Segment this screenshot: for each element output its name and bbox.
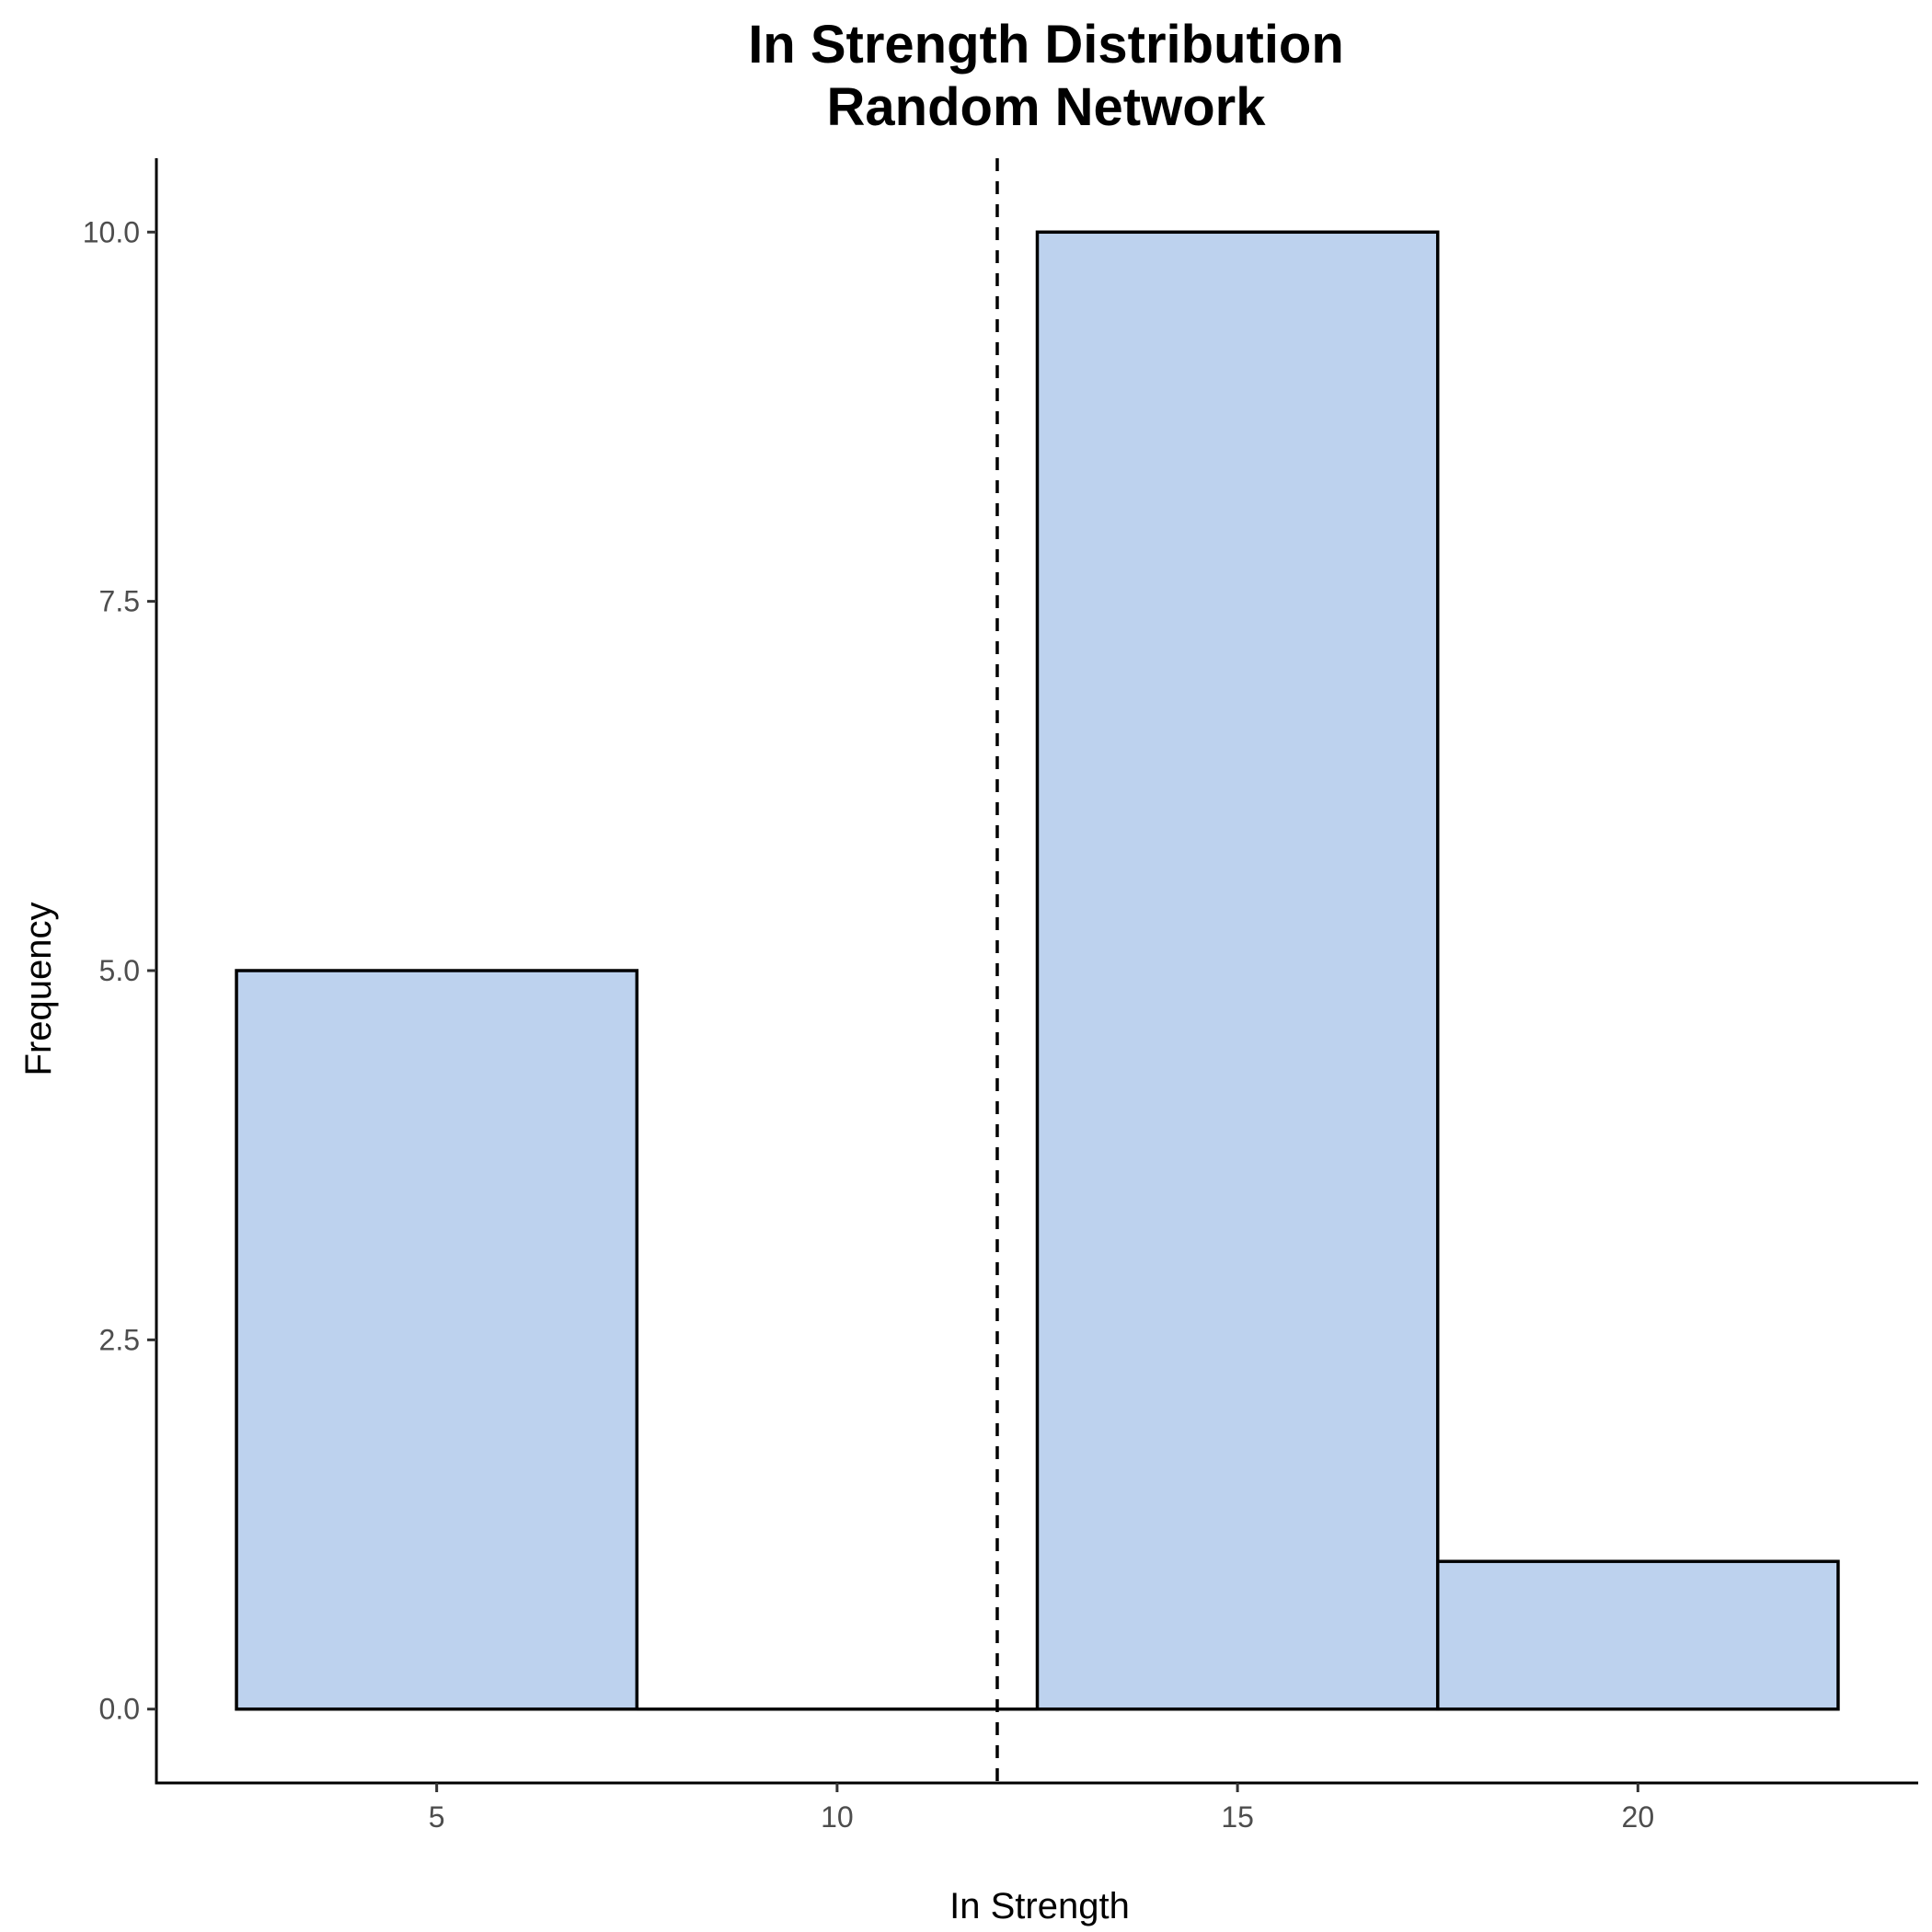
histogram-bar-3: [1035, 230, 1440, 1711]
y-tick-label: 2.5: [99, 1323, 140, 1356]
histogram-bar-1: [235, 969, 639, 1711]
x-tick-label: 15: [1221, 1800, 1254, 1834]
chart-title: In Strength Distribution: [748, 15, 1344, 75]
y-axis-label: Frequency: [18, 903, 59, 1076]
y-tick-label: 0.0: [99, 1693, 140, 1726]
x-tick-label: 5: [429, 1800, 445, 1834]
x-tick-label: 20: [1622, 1800, 1655, 1834]
y-tick-label: 10.0: [83, 215, 140, 248]
histogram-bar-4: [1435, 1559, 1840, 1711]
y-tick-label: 5.0: [99, 954, 140, 987]
x-axis-label: In Strength: [949, 1886, 1130, 1926]
plot-area: 0.0 2.5 5.0 7.5 10.0 5 10 15 20: [83, 158, 1918, 1834]
x-tick-label: 10: [821, 1800, 854, 1834]
y-tick-label: 7.5: [99, 585, 140, 618]
chart-subtitle: Random Network: [827, 77, 1267, 137]
